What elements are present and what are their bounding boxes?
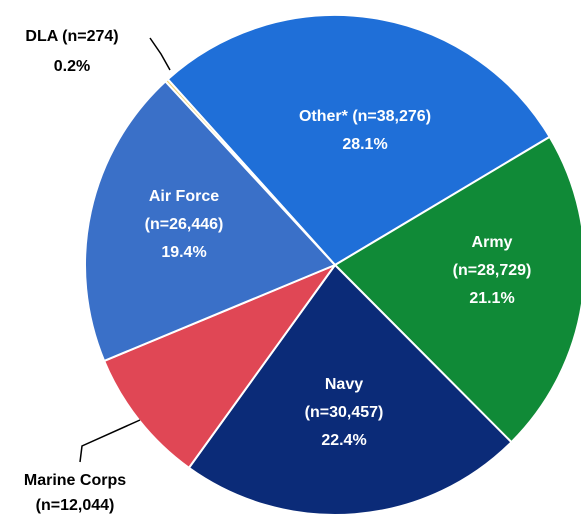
value-label: 19.4% <box>161 244 206 261</box>
count-label: (n=12,044) <box>36 497 115 514</box>
value-label: 0.2% <box>54 58 90 75</box>
category-label: Army <box>472 234 513 251</box>
leader-line <box>149 37 171 71</box>
category-label: Navy <box>325 376 363 393</box>
pie-slice <box>166 14 552 267</box>
count-label: (n=26,446) <box>145 216 224 233</box>
slice-label: DLA (n=274) <box>25 28 118 45</box>
value-label: 28.1% <box>342 136 387 153</box>
pie-slice <box>187 263 513 516</box>
pie-slice <box>84 79 337 363</box>
value-label: 21.1% <box>469 290 514 307</box>
category-label: Marine Corps <box>24 472 126 489</box>
category-label: Other* <box>299 108 349 125</box>
slices <box>84 14 581 516</box>
value-label: 22.4% <box>321 432 366 449</box>
leader-line <box>79 419 141 463</box>
slice-label: Other* (n=38,276) <box>299 108 431 125</box>
pie-slice <box>163 77 336 266</box>
count-label: (n=28,729) <box>453 262 532 279</box>
count-label: (n=38,276) <box>352 108 431 125</box>
count-label: (n=30,457) <box>305 404 384 421</box>
count-label: (n=274) <box>62 28 118 45</box>
category-label: Air Force <box>149 188 219 205</box>
category-label: DLA <box>25 28 58 45</box>
pie-slice <box>333 135 581 444</box>
